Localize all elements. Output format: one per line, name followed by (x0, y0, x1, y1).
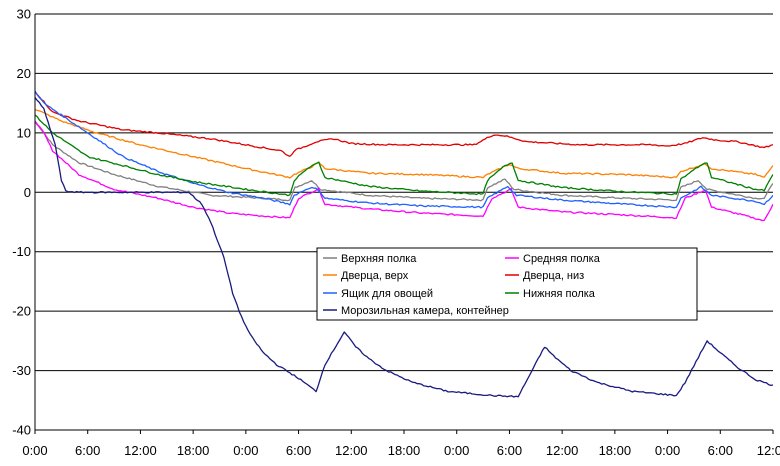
y-tick-label: -40 (12, 423, 31, 438)
x-tick-label: 12:00 (124, 443, 157, 458)
legend-label: Дверца, низ (523, 270, 584, 282)
series-line (35, 108, 773, 179)
legend-label: Ящик для овощей (341, 288, 433, 300)
y-tick-label: -20 (12, 304, 31, 319)
series-line (35, 121, 773, 222)
y-tick-label: 20 (17, 66, 31, 81)
x-tick-label: 12:00 (546, 443, 579, 458)
legend-box (316, 247, 698, 321)
legend-label: Дверца, верх (341, 270, 409, 282)
x-tick-label: 18:00 (388, 443, 421, 458)
legend-label: Средняя полка (523, 253, 601, 265)
legend-label: Нижняя полка (523, 288, 596, 300)
x-tick-label: 12:00 (335, 443, 368, 458)
x-tick-labels: 0:00 6:00 12:00 18:00 0:00 6:00 12:00 18:00 0:00… (22, 430, 780, 458)
x-tick-label: 6:00 (286, 443, 311, 458)
x-tick-label: 6:00 (708, 443, 733, 458)
y-tick-label: 30 (17, 7, 31, 22)
legend-label: Верхняя полка (341, 253, 417, 265)
x-tick-label: 0:00 (233, 443, 258, 458)
y-tick-label: 0 (24, 185, 31, 200)
x-tick-label: 0:00 (444, 443, 469, 458)
y-tick-labels: 30 20 10 0 -10 -20 -30 -40 (12, 7, 31, 438)
series-line (35, 97, 773, 398)
series-line (35, 114, 773, 197)
plot-area (35, 14, 773, 430)
legend: Верхняя полка Средняя полка Дверца, верх Дв… (316, 247, 698, 321)
x-tick-label: 6:00 (497, 443, 522, 458)
series-line (35, 91, 773, 157)
series-line (35, 120, 773, 202)
legend-label: Морозильная камера, контейнер (341, 305, 509, 317)
x-tick-label: 18:00 (177, 443, 210, 458)
x-tick-label: 12:00 (757, 443, 780, 458)
x-tick-label: 0:00 (655, 443, 680, 458)
x-tick-label: 0:00 (22, 443, 47, 458)
y-tick-label: 10 (17, 125, 31, 140)
series-lines (35, 90, 773, 398)
x-tick-label: 6:00 (75, 443, 100, 458)
y-tick-label: -30 (12, 363, 31, 378)
y-tick-label: -10 (12, 244, 31, 259)
series-line (35, 90, 773, 209)
x-tick-label: 18:00 (599, 443, 632, 458)
